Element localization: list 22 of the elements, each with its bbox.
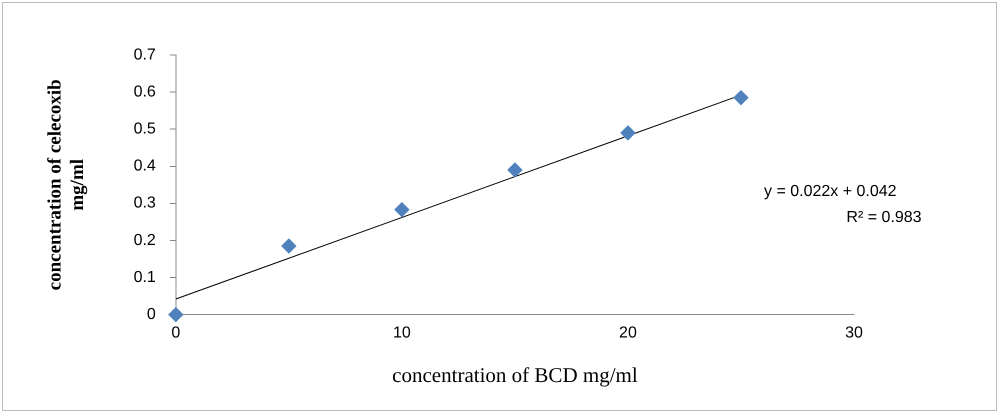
y-tick-label: 0 (146, 306, 156, 324)
annotation: y = 0.022x + 0.042 (764, 183, 897, 200)
annotation: R² = 0.983 (846, 209, 922, 226)
point (620, 125, 636, 140)
point (394, 202, 410, 218)
x-tick-label: 30 (845, 324, 863, 342)
y-tick-label: 0.7 (134, 46, 156, 64)
y-axis-title: concentration of celecoxib mg/ml (44, 79, 88, 290)
x-tick-label: 20 (619, 324, 637, 342)
point (281, 238, 296, 254)
point (507, 162, 522, 178)
x-tick-label: 0 (171, 324, 180, 342)
y-tick-label: 0.4 (134, 158, 156, 175)
y-tick-label: 0.2 (134, 232, 156, 249)
point (733, 90, 748, 106)
y-tick-label: 0.3 (134, 194, 156, 212)
y-tick-label: 0.5 (134, 120, 156, 138)
point (168, 307, 184, 322)
y-tick-label: 0.1 (134, 268, 156, 286)
x-axis-title: concentration of BCD mg/ml (392, 362, 638, 387)
y-tick-label: 0.6 (134, 83, 156, 100)
x-tick-label: 10 (392, 324, 411, 342)
